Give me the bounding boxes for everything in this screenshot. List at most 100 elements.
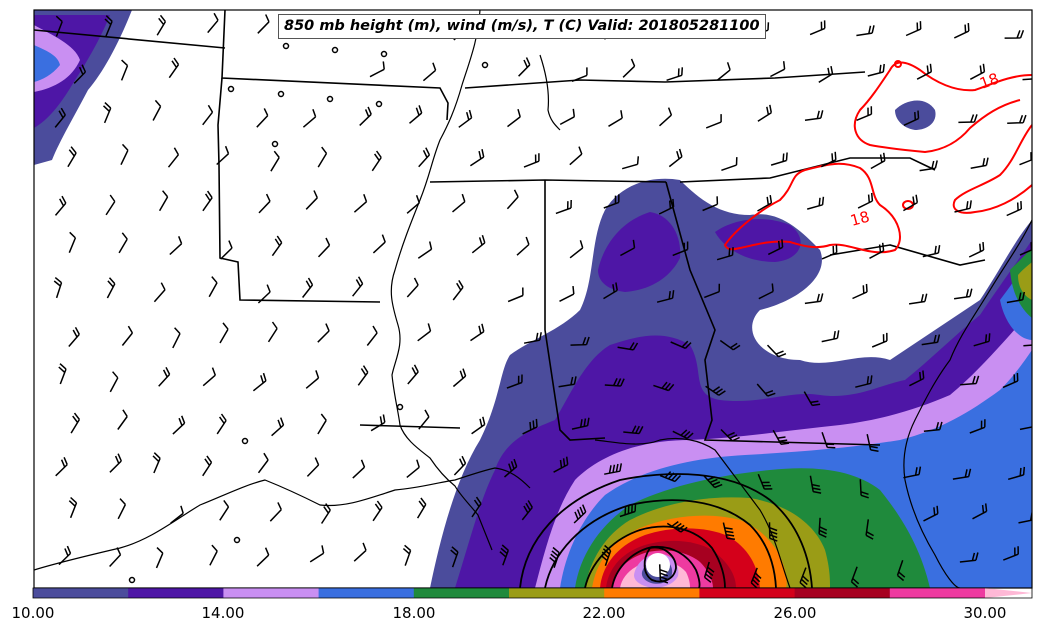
wind-barb bbox=[522, 418, 538, 435]
wind-barb bbox=[820, 151, 837, 168]
wind-barb bbox=[720, 428, 740, 442]
wind-barb bbox=[117, 409, 128, 430]
wind-barb bbox=[209, 544, 218, 566]
border-segment bbox=[665, 181, 881, 446]
wind-barb bbox=[703, 475, 723, 489]
wind-barb bbox=[767, 239, 784, 256]
wind-barb bbox=[471, 496, 482, 518]
wind-barb bbox=[320, 503, 331, 524]
wind-barb bbox=[658, 198, 675, 215]
wind-barb bbox=[353, 193, 368, 213]
atlantic-coastline bbox=[903, 219, 1032, 588]
wind-barb bbox=[105, 194, 116, 216]
calm-wind-circle bbox=[331, 46, 339, 54]
colorbar-tick-label: 10.00 bbox=[11, 604, 55, 622]
wind-barb bbox=[523, 332, 542, 344]
calm-wind-circle bbox=[396, 403, 404, 411]
wind-barb bbox=[220, 240, 233, 260]
wind-barb bbox=[770, 152, 788, 166]
wind-barb bbox=[905, 21, 922, 37]
wind-barb bbox=[603, 194, 620, 209]
wind-barb bbox=[818, 517, 828, 538]
wind-barb bbox=[469, 149, 485, 167]
wind-barb bbox=[202, 455, 213, 477]
wind-barb bbox=[169, 236, 183, 256]
wind-barb bbox=[969, 419, 986, 434]
wind-barb bbox=[167, 147, 180, 168]
wind-barb bbox=[1004, 30, 1025, 39]
wind-barb bbox=[54, 107, 66, 128]
wind-barb bbox=[617, 342, 639, 351]
wind-barb bbox=[668, 148, 683, 168]
wind-barb bbox=[865, 519, 874, 540]
wind-barb bbox=[506, 189, 519, 210]
wind-barb bbox=[1002, 372, 1019, 389]
wind-barbs bbox=[53, 12, 1032, 588]
wind-barb bbox=[555, 199, 572, 215]
wind-barb bbox=[369, 61, 385, 78]
wind-barb bbox=[750, 567, 762, 588]
wind-barb bbox=[521, 500, 533, 521]
wind-barb bbox=[670, 340, 692, 349]
wind-barb bbox=[821, 432, 836, 449]
colorbar-segment bbox=[128, 588, 224, 598]
wind-barb bbox=[1019, 424, 1032, 431]
wind-barb bbox=[766, 344, 787, 358]
wind-barb bbox=[309, 545, 325, 563]
wind-barb bbox=[972, 503, 988, 520]
calm-wind-markers bbox=[128, 42, 489, 584]
calm-wind-circle bbox=[380, 50, 388, 58]
wind-barb bbox=[603, 282, 618, 300]
calm-wind-circle bbox=[326, 95, 334, 103]
wind-barb bbox=[821, 330, 840, 343]
wind-barb bbox=[952, 468, 972, 480]
border-segment bbox=[34, 29, 226, 49]
wind-barb bbox=[923, 421, 943, 432]
wind-barb bbox=[908, 293, 928, 305]
wind-barb bbox=[960, 375, 980, 386]
wind-barb bbox=[1006, 291, 1026, 304]
wind-barb bbox=[504, 458, 518, 478]
calm-wind-circle bbox=[233, 536, 241, 544]
wind-barb bbox=[621, 156, 640, 170]
temperature-contour-label: 18 bbox=[848, 208, 871, 230]
wind-barb bbox=[172, 415, 186, 435]
wind-barb bbox=[903, 466, 922, 479]
colorbar-segment bbox=[794, 588, 891, 598]
colorbar-segment bbox=[318, 588, 415, 598]
wind-barb bbox=[953, 23, 970, 39]
wind-barb bbox=[806, 196, 825, 210]
wind-barb bbox=[757, 104, 773, 122]
temperature-contour-18 bbox=[894, 60, 902, 68]
wind-barb bbox=[855, 375, 873, 388]
wind-barb bbox=[70, 412, 81, 434]
wind-barb bbox=[152, 452, 161, 474]
calm-wind-circle bbox=[271, 140, 279, 148]
wind-barb bbox=[871, 332, 888, 348]
wind-barb bbox=[573, 504, 587, 524]
wind-barb bbox=[120, 59, 129, 81]
mississippi-river bbox=[390, 10, 493, 551]
wind-barb bbox=[418, 147, 431, 168]
wind-barb bbox=[658, 107, 673, 127]
wind-barb bbox=[120, 143, 129, 166]
wind-barb bbox=[672, 429, 694, 440]
wind-barb bbox=[569, 146, 583, 166]
calm-wind-circle bbox=[481, 61, 489, 69]
wind-barb bbox=[458, 109, 473, 128]
wind-barb bbox=[856, 25, 875, 37]
wind-barb bbox=[406, 195, 421, 214]
wind-barb bbox=[416, 497, 427, 519]
temperature-contour-18 bbox=[952, 124, 1032, 214]
wind-barb bbox=[1007, 114, 1027, 124]
wind-barb bbox=[252, 372, 267, 392]
wind-barb bbox=[896, 559, 906, 582]
colorbar-tick-label: 14.00 bbox=[201, 604, 245, 622]
wind-barb bbox=[370, 414, 386, 432]
wind-barb bbox=[302, 108, 317, 128]
colorbar-tick-label: 26.00 bbox=[773, 604, 817, 622]
wind-barb bbox=[73, 64, 87, 84]
wind-barb bbox=[518, 57, 531, 77]
wind-speed-shading bbox=[34, 10, 1032, 588]
wind-barb bbox=[257, 14, 270, 34]
